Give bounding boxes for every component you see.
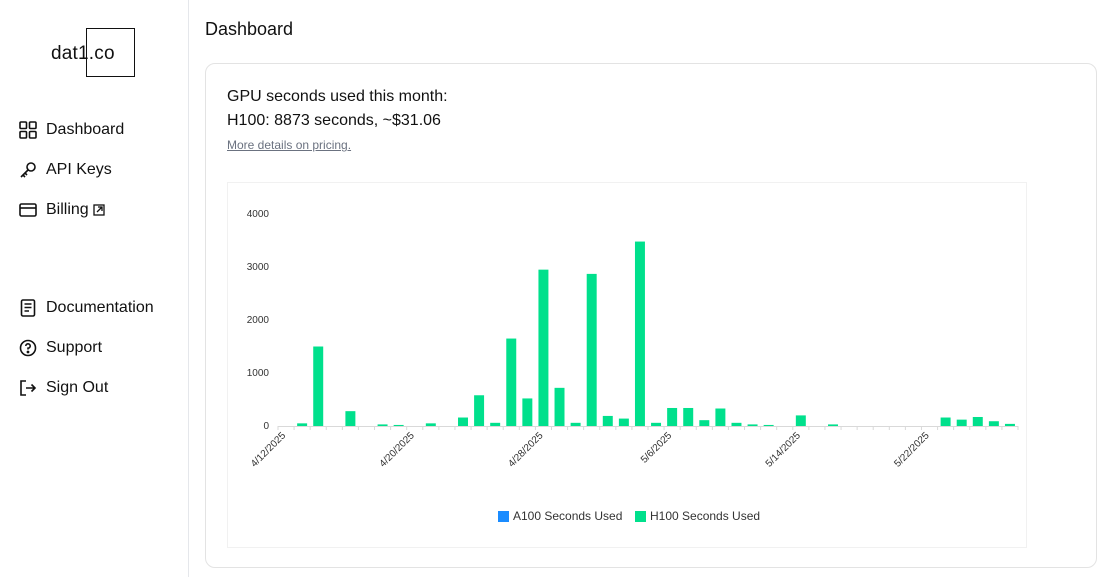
h100-bar	[956, 419, 967, 426]
nav-billing-label: Billing	[46, 201, 89, 218]
sidebar: dat1.co Dashboard API Keys	[0, 0, 189, 577]
nav-api-keys-label: API Keys	[46, 161, 112, 178]
h100-bar	[602, 415, 613, 426]
h100-usage-summary: H100: 8873 seconds, ~$31.06	[227, 112, 441, 129]
h100-bar	[490, 422, 501, 426]
nav-support-label: Support	[46, 339, 103, 356]
page-title: Dashboard	[205, 19, 294, 39]
y-tick-label: 2000	[247, 315, 270, 326]
legend-h100-label: H100 Seconds Used	[650, 509, 760, 523]
usage-card: GPU seconds used this month: H100: 8873 …	[205, 63, 1097, 568]
h100-bar	[747, 424, 758, 426]
x-tick-label: 4/28/2025	[506, 430, 546, 470]
h100-bar	[1004, 423, 1015, 426]
pricing-link[interactable]: More details on pricing.	[227, 138, 352, 152]
logo-text: dat1.co	[51, 43, 115, 64]
h100-bar	[795, 415, 806, 426]
h100-bar	[313, 346, 324, 426]
h100-bar	[972, 416, 983, 426]
h100-bar	[538, 269, 549, 426]
nav-billing[interactable]: Billing	[18, 198, 124, 222]
document-icon	[18, 298, 38, 318]
h100-bar	[586, 273, 597, 426]
h100-bar	[474, 395, 485, 426]
logo[interactable]: dat1.co	[51, 28, 141, 78]
grid-icon	[18, 120, 38, 140]
h100-bar	[683, 407, 694, 426]
nav-dashboard-label: Dashboard	[46, 121, 125, 138]
y-tick-label: 3000	[247, 262, 270, 273]
h100-bar	[377, 424, 388, 426]
h100-bar	[940, 417, 951, 426]
nav-documentation[interactable]: Documentation	[18, 296, 154, 320]
sign-out-icon	[18, 378, 38, 398]
usage-bar-chart: 0 1000 2000 3000 4000 4/12/2025 4/20/2025 4/28/…	[247, 209, 1019, 523]
secondary-nav: Documentation Support Sign Out	[18, 296, 154, 416]
logo-box	[86, 28, 135, 77]
x-tick-label: 5/6/2025	[639, 430, 675, 466]
y-tick-label: 4000	[247, 209, 270, 220]
usage-chart: 0 1000 2000 3000 4000 4/12/2025 4/20/2025 4/28/…	[227, 182, 1027, 548]
h100-bar	[988, 421, 999, 426]
x-tick-label: 4/20/2025	[378, 430, 418, 470]
h100-bar	[458, 417, 468, 426]
legend-h100-swatch	[635, 511, 646, 522]
h100-bar	[522, 398, 533, 426]
key-icon	[18, 160, 38, 180]
nav-api-keys[interactable]: API Keys	[18, 158, 124, 182]
h100-bar	[297, 423, 308, 426]
h100-bar	[651, 422, 662, 426]
nav-support[interactable]: Support	[18, 336, 154, 360]
nav-dashboard[interactable]: Dashboard	[18, 118, 124, 142]
x-tick-label: 5/22/2025	[892, 430, 932, 470]
nav-documentation-label: Documentation	[46, 299, 154, 316]
usage-title: GPU seconds used this month:	[227, 88, 448, 105]
h100-bar	[425, 423, 436, 426]
h100-bar	[345, 411, 356, 426]
credit-card-icon	[18, 200, 38, 220]
h100-bar	[828, 424, 838, 426]
nav-sign-out[interactable]: Sign Out	[18, 376, 154, 400]
x-tick-label: 5/14/2025	[764, 430, 804, 470]
legend-a100-swatch	[498, 511, 509, 522]
primary-nav: Dashboard API Keys Billing	[18, 118, 124, 238]
legend-a100-label: A100 Seconds Used	[513, 509, 622, 523]
h100-bar	[554, 387, 565, 426]
nav-sign-out-label: Sign Out	[46, 379, 109, 396]
h100-bar	[618, 418, 629, 426]
h100-bar	[570, 422, 581, 426]
y-tick-label: 0	[263, 421, 269, 432]
h100-bar	[699, 420, 710, 426]
h100-bar	[634, 241, 645, 426]
h100-bar	[506, 338, 517, 426]
h100-bar	[715, 408, 726, 426]
help-circle-icon	[18, 338, 38, 358]
x-tick-label: 4/12/2025	[249, 430, 289, 470]
h100-bar	[667, 407, 678, 426]
h100-bar	[731, 422, 742, 426]
h100-bar	[763, 424, 774, 426]
external-link-icon	[93, 204, 105, 216]
h100-bar	[393, 424, 404, 426]
y-tick-label: 1000	[247, 368, 270, 379]
